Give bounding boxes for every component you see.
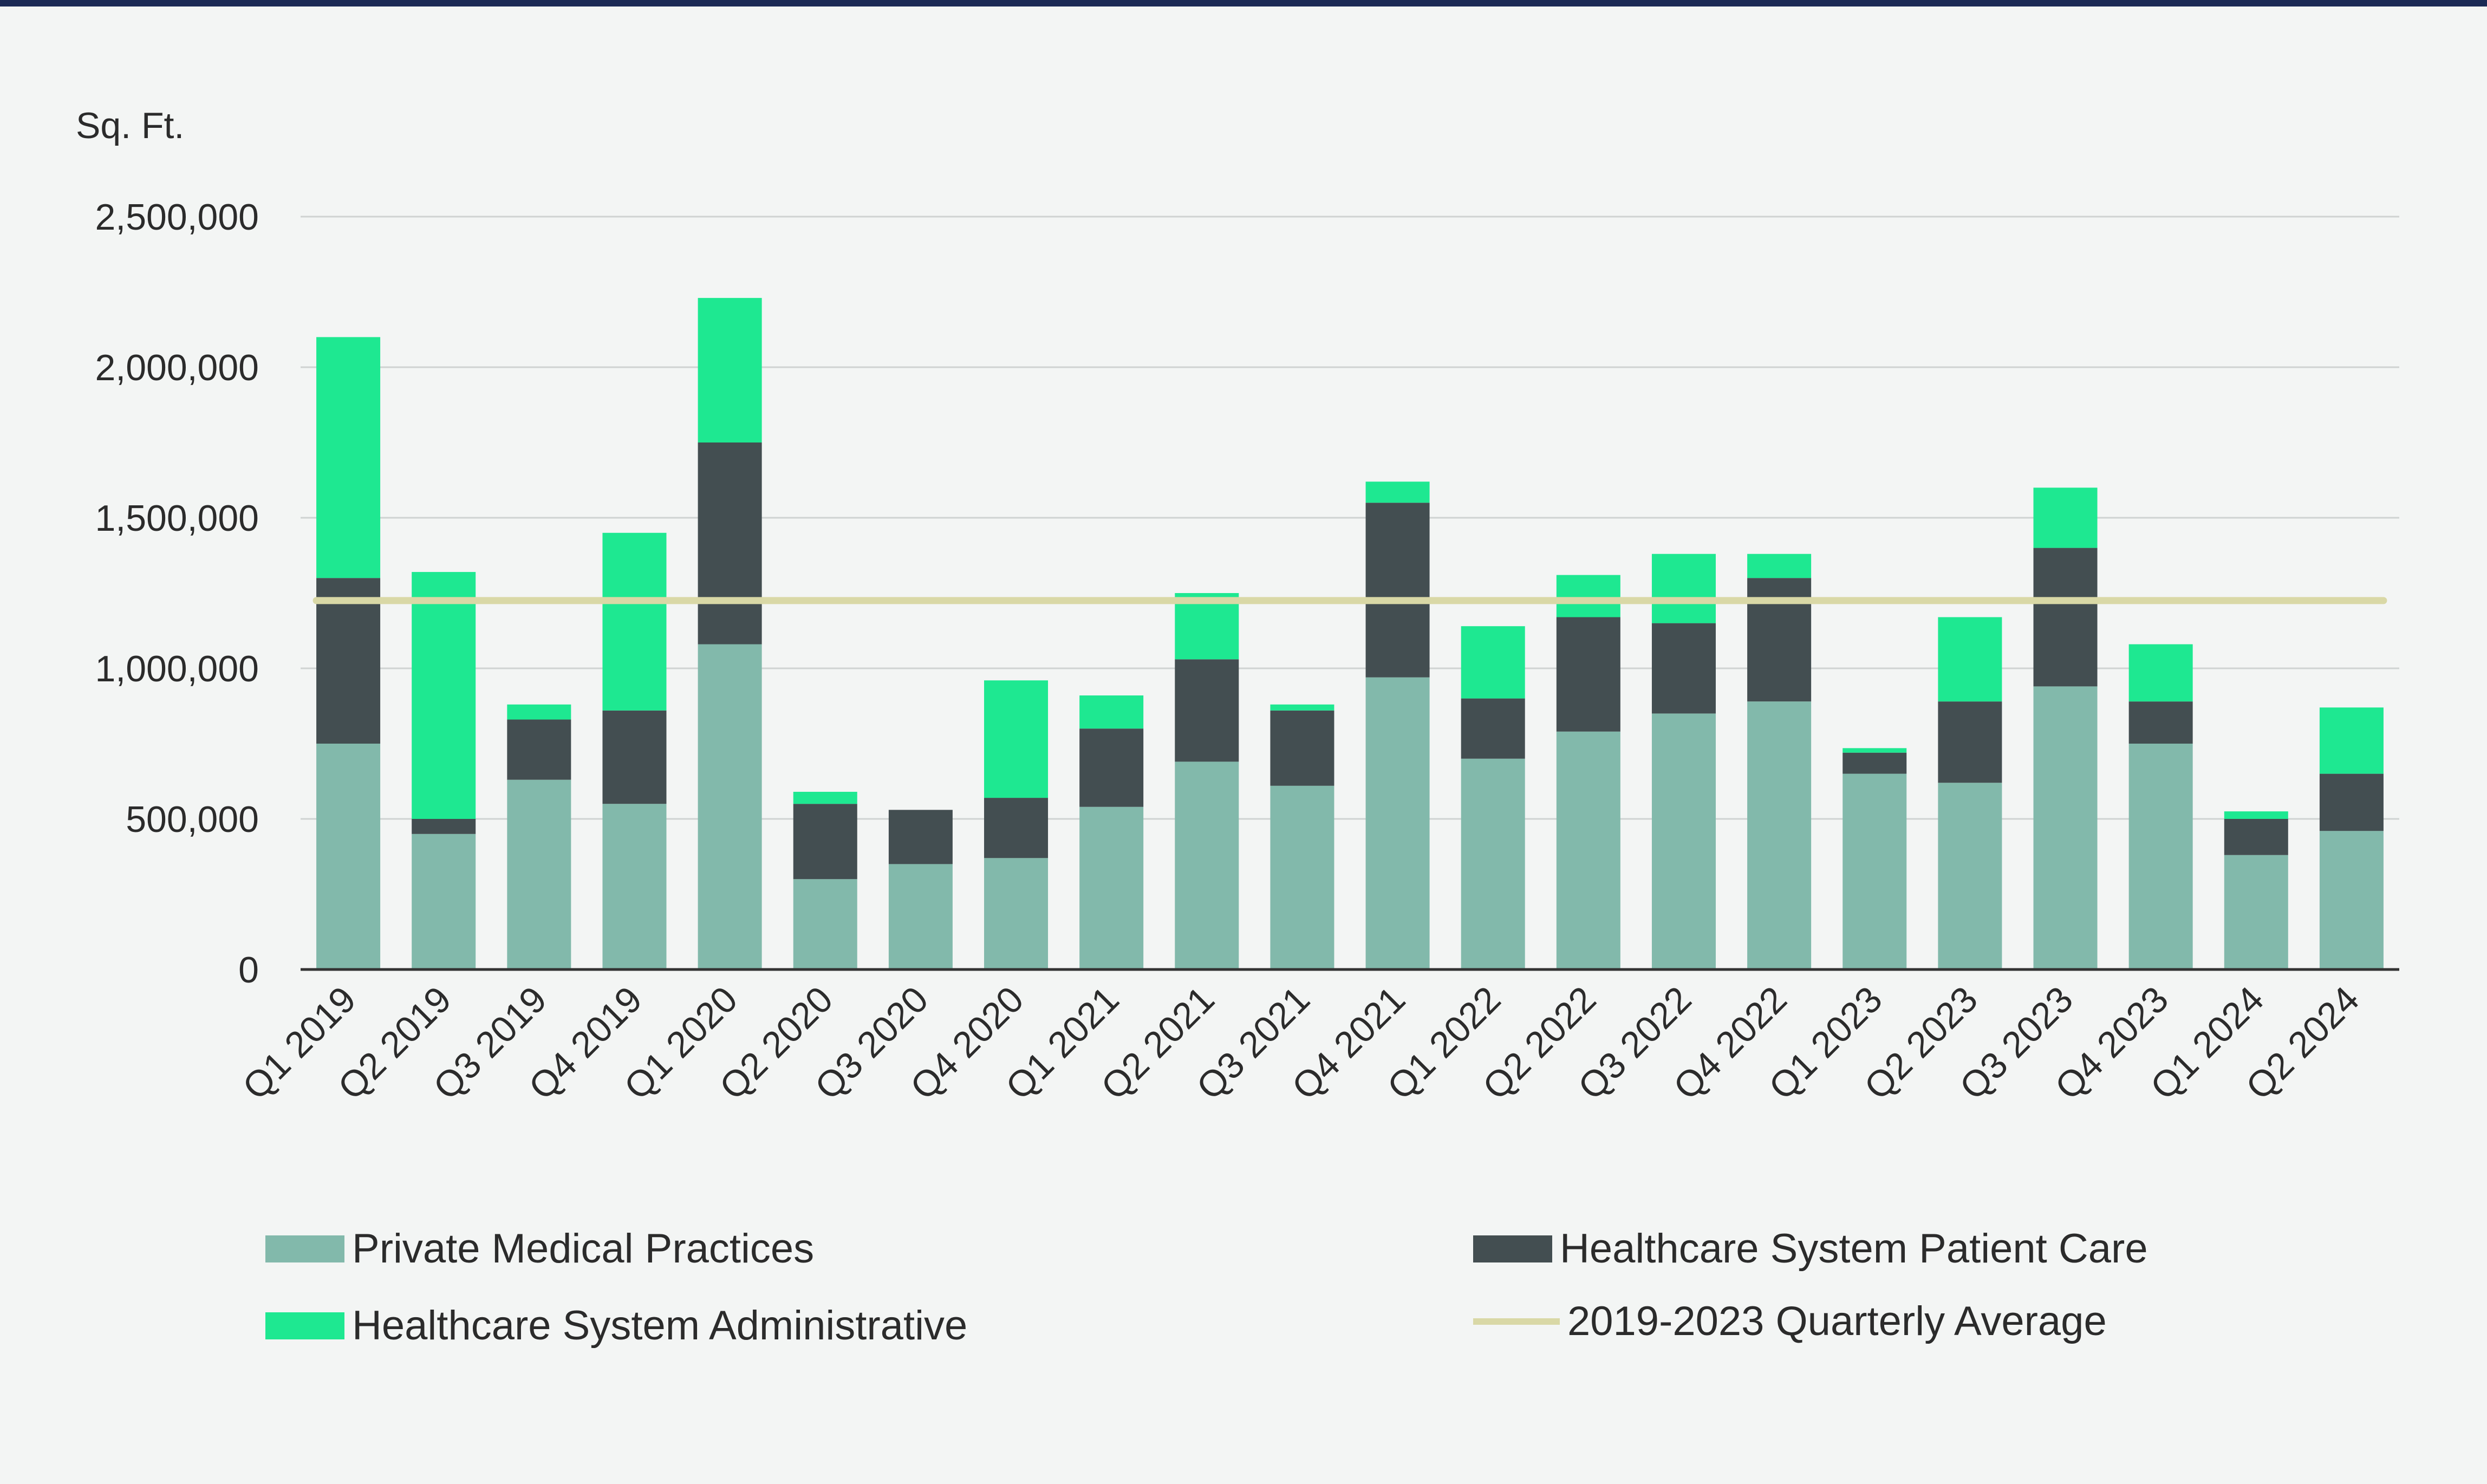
bar-private-medical-practices-q2-2021 <box>1175 761 1239 969</box>
bar-healthcare-system-patient-care-q2-2020 <box>793 804 857 880</box>
bar-private-medical-practices-q4-2023 <box>2128 744 2193 969</box>
bar-private-medical-practices-q4-2022 <box>1747 701 1812 969</box>
bar-healthcare-system-patient-care-q2-2024 <box>2319 773 2384 831</box>
bar-healthcare-system-administrative-q2-2019 <box>412 572 476 819</box>
bar-healthcare-system-patient-care-q3-2023 <box>2033 548 2098 687</box>
bar-private-medical-practices-q2-2024 <box>2319 831 2384 969</box>
legend-label-quarterly-average: 2019-2023 Quarterly Average <box>1567 1298 2107 1344</box>
bar-healthcare-system-patient-care-q3-2021 <box>1270 710 1334 786</box>
bar-healthcare-system-patient-care-q2-2023 <box>1938 701 2002 783</box>
y-axis-ticks: 0 500,000 1,000,000 1,500,000 2,000,000 2,500… <box>95 197 259 991</box>
bar-healthcare-system-patient-care-q3-2019 <box>507 719 571 780</box>
bar-healthcare-system-patient-care-q1-2020 <box>698 442 762 645</box>
bar-private-medical-practices-q2-2023 <box>1938 783 2002 969</box>
bar-healthcare-system-administrative-q2-2024 <box>2319 707 2384 774</box>
y-axis-title: Sq. Ft. <box>76 105 184 146</box>
bar-healthcare-system-patient-care-q1-2021 <box>1079 728 1144 807</box>
y-tick-label: 1,500,000 <box>95 498 259 539</box>
bar-healthcare-system-patient-care-q1-2019 <box>316 578 381 744</box>
bar-healthcare-system-patient-care-q4-2019 <box>602 710 667 804</box>
bar-healthcare-system-administrative-q2-2023 <box>1938 617 2002 702</box>
bar-private-medical-practices-q2-2020 <box>793 879 857 969</box>
bar-healthcare-system-patient-care-q2-2019 <box>412 819 476 834</box>
bar-private-medical-practices-q1-2021 <box>1079 806 1144 969</box>
bar-private-medical-practices-q3-2019 <box>507 779 571 969</box>
legend-label-healthcare-system-patient-care: Healthcare System Patient Care <box>1560 1226 2148 1272</box>
legend-swatch-quarterly-average <box>1473 1318 1560 1325</box>
bar-healthcare-system-administrative-q4-2019 <box>602 532 667 711</box>
bar-healthcare-system-administrative-q1-2023 <box>1843 748 1907 753</box>
bar-private-medical-practices-q4-2020 <box>984 858 1049 969</box>
bar-healthcare-system-administrative-q4-2021 <box>1365 481 1430 503</box>
y-tick-label: 2,500,000 <box>95 197 259 238</box>
y-tick-label: 500,000 <box>126 799 259 840</box>
legend-item-healthcare-system-administrative: Healthcare System Administrative <box>265 1302 967 1349</box>
bar-healthcare-system-patient-care-q2-2022 <box>1556 617 1620 732</box>
bar-private-medical-practices-q2-2019 <box>412 834 476 969</box>
legend-item-quarterly-average: 2019-2023 Quarterly Average <box>1473 1298 2107 1345</box>
bar-healthcare-system-administrative-q1-2019 <box>316 337 381 578</box>
bar-healthcare-system-patient-care-q2-2021 <box>1175 659 1239 762</box>
bar-private-medical-practices-q3-2023 <box>2033 686 2098 969</box>
bar-healthcare-system-administrative-q3-2019 <box>507 704 571 720</box>
bar-healthcare-system-administrative-q1-2024 <box>2224 811 2288 819</box>
bar-healthcare-system-patient-care-q1-2022 <box>1461 698 1525 759</box>
bars <box>316 298 2384 969</box>
legend-item-private-medical-practices: Private Medical Practices <box>265 1225 814 1272</box>
bar-healthcare-system-administrative-q3-2021 <box>1270 704 1334 711</box>
bar-private-medical-practices-q3-2021 <box>1270 785 1334 969</box>
bar-private-medical-practices-q2-2022 <box>1556 731 1620 969</box>
bar-healthcare-system-patient-care-q3-2022 <box>1651 623 1716 714</box>
legend-label-healthcare-system-administrative: Healthcare System Administrative <box>352 1303 968 1349</box>
y-tick-label: 0 <box>238 949 259 991</box>
y-tick-label: 2,000,000 <box>95 347 259 388</box>
bar-healthcare-system-patient-care-q1-2024 <box>2224 819 2288 855</box>
bar-private-medical-practices-q1-2019 <box>316 744 381 969</box>
bar-healthcare-system-patient-care-q1-2023 <box>1843 752 1907 774</box>
bar-healthcare-system-administrative-q4-2022 <box>1747 554 1812 578</box>
bar-healthcare-system-patient-care-q3-2020 <box>888 810 953 864</box>
bar-healthcare-system-administrative-q2-2022 <box>1556 575 1620 617</box>
bar-healthcare-system-administrative-q4-2020 <box>984 680 1049 798</box>
bar-healthcare-system-administrative-q1-2022 <box>1461 626 1525 699</box>
legend-swatch-healthcare-system-patient-care <box>1473 1235 1552 1262</box>
bar-private-medical-practices-q4-2021 <box>1365 677 1430 969</box>
bar-healthcare-system-administrative-q1-2021 <box>1079 695 1144 729</box>
legend-swatch-healthcare-system-administrative <box>265 1312 344 1339</box>
bar-private-medical-practices-q1-2022 <box>1461 758 1525 969</box>
bar-healthcare-system-patient-care-q4-2020 <box>984 798 1049 858</box>
bar-healthcare-system-administrative-q3-2022 <box>1651 554 1716 623</box>
bar-private-medical-practices-q1-2020 <box>698 644 762 969</box>
legend-label-private-medical-practices: Private Medical Practices <box>352 1226 815 1272</box>
bar-healthcare-system-administrative-q4-2023 <box>2128 644 2193 702</box>
top-border-rule <box>0 0 2487 6</box>
bar-healthcare-system-administrative-q3-2023 <box>2033 487 2098 548</box>
y-tick-label: 1,000,000 <box>95 648 259 689</box>
legend-swatch-private-medical-practices <box>265 1235 344 1262</box>
bar-private-medical-practices-q3-2022 <box>1651 713 1716 969</box>
bar-healthcare-system-administrative-q1-2020 <box>698 298 762 442</box>
bar-healthcare-system-administrative-q2-2020 <box>793 791 857 804</box>
bar-healthcare-system-patient-care-q4-2023 <box>2128 701 2193 744</box>
bar-healthcare-system-patient-care-q4-2021 <box>1365 503 1430 678</box>
bar-private-medical-practices-q1-2023 <box>1843 773 1907 969</box>
bar-private-medical-practices-q1-2024 <box>2224 855 2288 969</box>
legend-item-healthcare-system-patient-care: Healthcare System Patient Care <box>1473 1225 2148 1272</box>
bar-private-medical-practices-q3-2020 <box>888 864 953 969</box>
bar-healthcare-system-patient-care-q4-2022 <box>1747 578 1812 702</box>
bar-private-medical-practices-q4-2019 <box>602 804 667 969</box>
